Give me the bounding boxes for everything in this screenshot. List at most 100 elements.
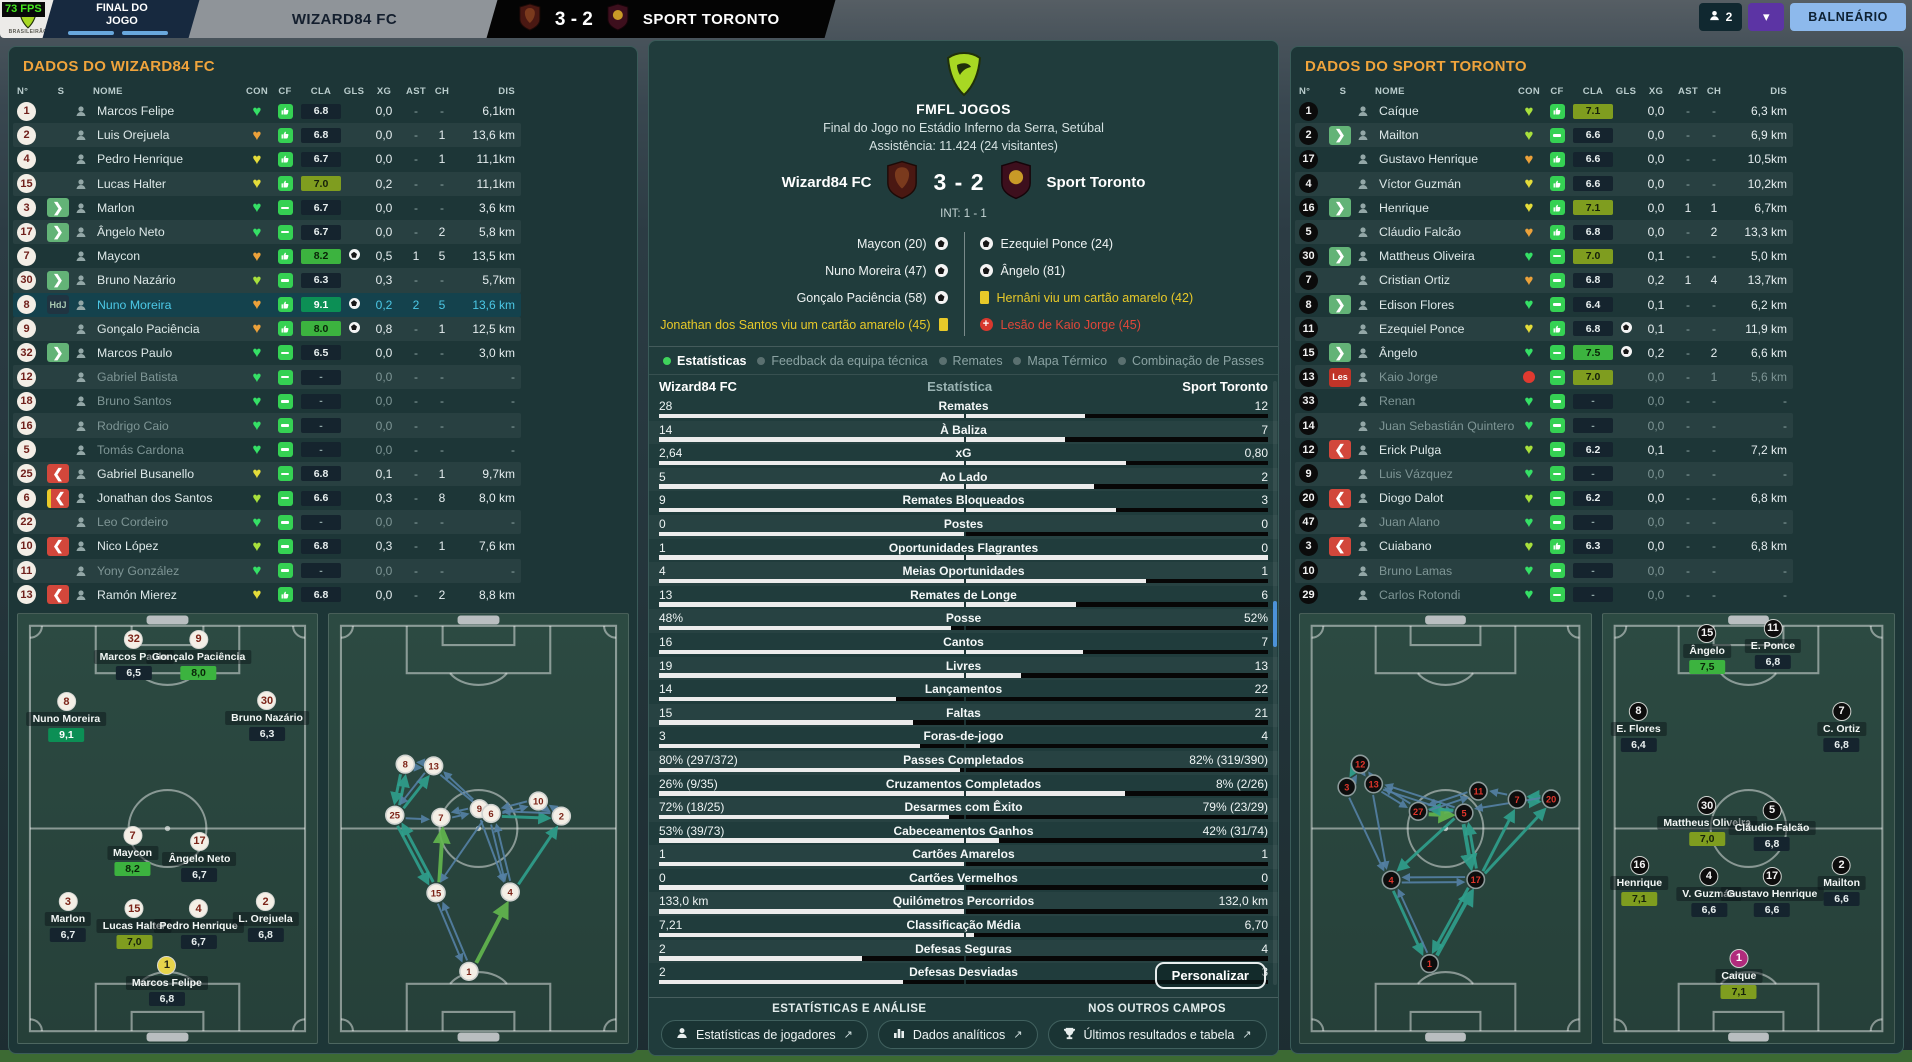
formation-player-chip[interactable]: 4 Pedro Henrique 6,7	[153, 899, 244, 950]
formation-player-chip[interactable]: 2 Mailton 6,6	[1817, 855, 1866, 906]
network-player-node[interactable]: 6	[481, 803, 501, 824]
player-row[interactable]: 12 Gabriel Batista ♥ - 0,0 - - -	[13, 365, 521, 390]
network-player-node[interactable]: 8	[395, 754, 416, 774]
network-player-node[interactable]: 15	[426, 883, 446, 903]
tab-final-do-jogo[interactable]: FINAL DO JOGO	[42, 0, 204, 38]
formation-player-chip[interactable]: 30 Bruno Nazário 6,3	[225, 691, 309, 742]
player-row[interactable]: 18 Bruno Santos ♥ - 0,0 - - -	[13, 389, 521, 413]
formation-player-chip[interactable]: 1 Caique 7,1	[1715, 948, 1763, 999]
formation-player-chip[interactable]: 4 V. Guzmán 6,6	[1676, 866, 1742, 917]
network-player-node[interactable]: 7	[1507, 789, 1527, 809]
player-row[interactable]: 32 ❯ Marcos Paulo ♥ 6.5 0,0 - - 3,0 km	[13, 341, 521, 365]
network-player-node[interactable]: 10	[528, 791, 549, 811]
network-player-node[interactable]: 4	[500, 882, 520, 902]
player-row[interactable]: 13 ❮ Ramón Mierez ♥ 6.8 0,0 - 2 8,8 km	[13, 583, 521, 607]
header-home-team[interactable]: WIZARD84 FC	[188, 0, 502, 38]
player-row[interactable]: 17 ❯ Ângelo Neto ♥ 6.7 0,0 - 2 5,8 km	[13, 219, 521, 245]
network-player-node[interactable]: 17	[1466, 869, 1486, 890]
tab-combina-o-de-passes[interactable]: Combinação de Passes	[1117, 354, 1264, 368]
formation-player-chip[interactable]: 1 Marcos Felipe 6,8	[125, 955, 208, 1006]
player-row[interactable]: 20 ❮ Diogo Dalot ♥ 6.2 0,0 - - 6,8 km	[1295, 486, 1793, 510]
network-player-node[interactable]: 2	[551, 806, 572, 826]
player-row[interactable]: 6 ❮ Jonathan dos Santos ♥ 6.6 0,3 - 8 8,0 km	[13, 486, 521, 510]
player-row[interactable]: 1 Caíque ♥ 7.1 0,0 - - 6,3 km	[1295, 99, 1793, 123]
network-player-node[interactable]: 1	[1419, 953, 1440, 974]
player-row[interactable]: 47 Juan Alano ♥ - 0,0 - - -	[1295, 510, 1793, 535]
formation-player-chip[interactable]: 17 Gustavo Henrique 6,6	[1720, 866, 1824, 917]
formation-player-chip[interactable]: 30 Mattheus Oliveira 7,0	[1657, 796, 1757, 847]
player-row[interactable]: 17 Gustavo Henrique ♥ 6.6 0,0 - - 10,5km	[1295, 147, 1793, 171]
formation-player-chip[interactable]: 11 E. Ponce 6,8	[1744, 618, 1802, 669]
player-row[interactable]: 2 Luis Orejuela ♥ 6.8 0,0 - 1 13,6 km	[13, 123, 521, 148]
scrollbar-thumb[interactable]	[1273, 601, 1277, 647]
network-player-node[interactable]: 13	[423, 756, 444, 776]
player-row[interactable]: 11 Yony González ♥ - 0,0 - - -	[13, 558, 521, 583]
formation-player-chip[interactable]: 3 Marlon 6,7	[44, 892, 92, 943]
network-player-node[interactable]: 7	[431, 807, 451, 827]
dropdown-button[interactable]: ▾	[1748, 3, 1785, 31]
formation-player-chip[interactable]: 16 Henrique 7,1	[1610, 855, 1669, 906]
network-player-node[interactable]: 4	[1381, 870, 1401, 890]
balneario-button[interactable]: BALNEÁRIO	[1790, 3, 1906, 31]
player-row[interactable]: 3 ❮ Cuiabano ♥ 6.3 0,0 - - 6,8 km	[1295, 534, 1793, 558]
player-row[interactable]: 10 Bruno Lamas ♥ - 0,0 - - -	[1295, 558, 1793, 583]
player-row[interactable]: 7 Maycon ♥ 8.2 0,5 1 5 13,5 km	[13, 244, 521, 268]
player-row[interactable]: 8 HdJ Nuno Moreira ♥ 9.1 0,2 2 5 13,6 km	[13, 292, 521, 317]
people-count-button[interactable]: 2	[1698, 3, 1743, 31]
scrollbar-track[interactable]	[1273, 381, 1277, 985]
player-row[interactable]: 15 ❯ Ângelo ♥ 7.5 0,2 - 2 6,6 km	[1295, 341, 1793, 365]
network-player-node[interactable]: 3	[1337, 777, 1357, 797]
player-row[interactable]: 13 Les Kaio Jorge 7.0 0,0 - 1 5,6 km	[1295, 365, 1793, 390]
player-row[interactable]: 8 ❯ Edison Flores ♥ 6.4 0,1 - - 6,2 km	[1295, 293, 1793, 317]
tab-mapa-t-rmico[interactable]: Mapa Térmico	[1013, 354, 1107, 368]
formation-player-chip[interactable]: 32 Marcos Paulo 6,5	[93, 629, 174, 680]
player-row[interactable]: 1 Marcos Felipe ♥ 6.8 0,0 - - 6,1km	[13, 99, 521, 123]
formation-player-chip[interactable]: 5 Cláudio Falcão 6,8	[1728, 800, 1816, 851]
tab-feedback-da-equipa-t-cnica[interactable]: Feedback da equipa técnica	[757, 354, 928, 368]
personalize-button[interactable]: Personalizar	[1154, 962, 1266, 989]
network-player-node[interactable]: 12	[1350, 754, 1370, 774]
network-player-node[interactable]: 25	[385, 805, 405, 825]
network-player-node[interactable]: 5	[1454, 803, 1474, 823]
network-player-node[interactable]: 27	[1408, 801, 1428, 821]
player-row[interactable]: 10 ❮ Nico López ♥ 6.8 0,3 - 1 7,6 km	[13, 534, 521, 558]
player-row[interactable]: 11 Ezequiel Ponce ♥ 6.8 0,1 - - 11,9 km	[1295, 316, 1793, 341]
formation-player-chip[interactable]: 2 L. Orejuela 6,8	[232, 892, 299, 943]
player-row[interactable]: 15 Lucas Halter ♥ 7.0 0,2 - - 11,1km	[13, 171, 521, 196]
network-player-node[interactable]: 11	[1468, 781, 1488, 801]
player-row[interactable]: 5 Cláudio Falcão ♥ 6.8 0,0 - 2 13,3 km	[1295, 219, 1793, 245]
footer-button--ltimos-resultados-e-tabela[interactable]: Últimos resultados e tabela ↗	[1047, 1020, 1267, 1049]
player-row[interactable]: 30 ❯ Bruno Nazário ♥ 6.3 0,3 - - 5,7km	[13, 268, 521, 293]
player-row[interactable]: 3 ❯ Marlon ♥ 6.7 0,0 - - 3,6 km	[13, 196, 521, 220]
player-row[interactable]: 16 Rodrigo Caio ♥ - 0,0 - - -	[13, 413, 521, 438]
footer-button-estat-sticas-de-jogadores[interactable]: Estatísticas de jogadores ↗	[661, 1020, 868, 1049]
player-row[interactable]: 4 Pedro Henrique ♥ 6.7 0,0 - 1 11,1km	[13, 147, 521, 171]
formation-player-chip[interactable]: 8 E. Flores 6,4	[1610, 701, 1667, 752]
formation-player-chip[interactable]: 15 Lucas Halter 7,0	[96, 899, 172, 950]
player-row[interactable]: 2 ❯ Mailton ♥ 6.6 0,0 - - 6,9 km	[1295, 123, 1793, 148]
network-player-node[interactable]: 1	[459, 961, 479, 981]
formation-player-chip[interactable]: 15 Ângelo 7,5	[1683, 623, 1731, 674]
player-row[interactable]: 7 Cristian Ortiz ♥ 6.8 0,2 1 4 13,7km	[1295, 268, 1793, 293]
footer-button-dados-anal-ticos[interactable]: Dados analíticos ↗	[877, 1020, 1038, 1049]
player-row[interactable]: 9 Luis Vázquez ♥ - 0,0 - - -	[1295, 461, 1793, 486]
player-row[interactable]: 12 ❮ Erick Pulga ♥ 6.2 0,1 - - 7,2 km	[1295, 438, 1793, 462]
tab-remates[interactable]: Remates	[938, 354, 1003, 368]
player-row[interactable]: 16 ❯ Henrique ♥ 7.1 0,0 1 1 6,7km	[1295, 196, 1793, 220]
formation-player-chip[interactable]: 8 Nuno Moreira 9,1	[26, 692, 107, 743]
tab-estat-sticas[interactable]: Estatísticas	[663, 354, 746, 368]
player-row[interactable]: 29 Carlos Rotondi ♥ - 0,0 - - -	[1295, 583, 1793, 607]
formation-player-chip[interactable]: 7 Maycon 8,2	[106, 826, 159, 877]
network-player-node[interactable]: 13	[1364, 774, 1384, 794]
player-row[interactable]: 14 Juan Sebastián Quintero ♥ - 0,0 - - -	[1295, 413, 1793, 438]
player-row[interactable]: 33 Renan ♥ - 0,0 - - -	[1295, 389, 1793, 413]
formation-player-chip[interactable]: 7 C. Ortiz 6,8	[1816, 701, 1867, 752]
player-row[interactable]: 4 Víctor Guzmán ♥ 6.6 0,0 - - 10,2km	[1295, 171, 1793, 196]
network-player-node[interactable]: 20	[1541, 789, 1561, 809]
player-row[interactable]: 9 Gonçalo Paciência ♥ 8.0 0,8 - 1 12,5 km	[13, 316, 521, 341]
player-row[interactable]: 22 Leo Cordeiro ♥ - 0,0 - - -	[13, 510, 521, 535]
formation-player-chip[interactable]: 9 Gonçalo Paciência 8,0	[145, 629, 252, 680]
formation-player-chip[interactable]: 17 Ângelo Neto 6,7	[162, 831, 237, 882]
player-row[interactable]: 30 ❯ Mattheus Oliveira ♥ 7.0 0,1 - - 5,0 km	[1295, 244, 1793, 268]
player-row[interactable]: 5 Tomás Cardona ♥ - 0,0 - - -	[13, 438, 521, 462]
